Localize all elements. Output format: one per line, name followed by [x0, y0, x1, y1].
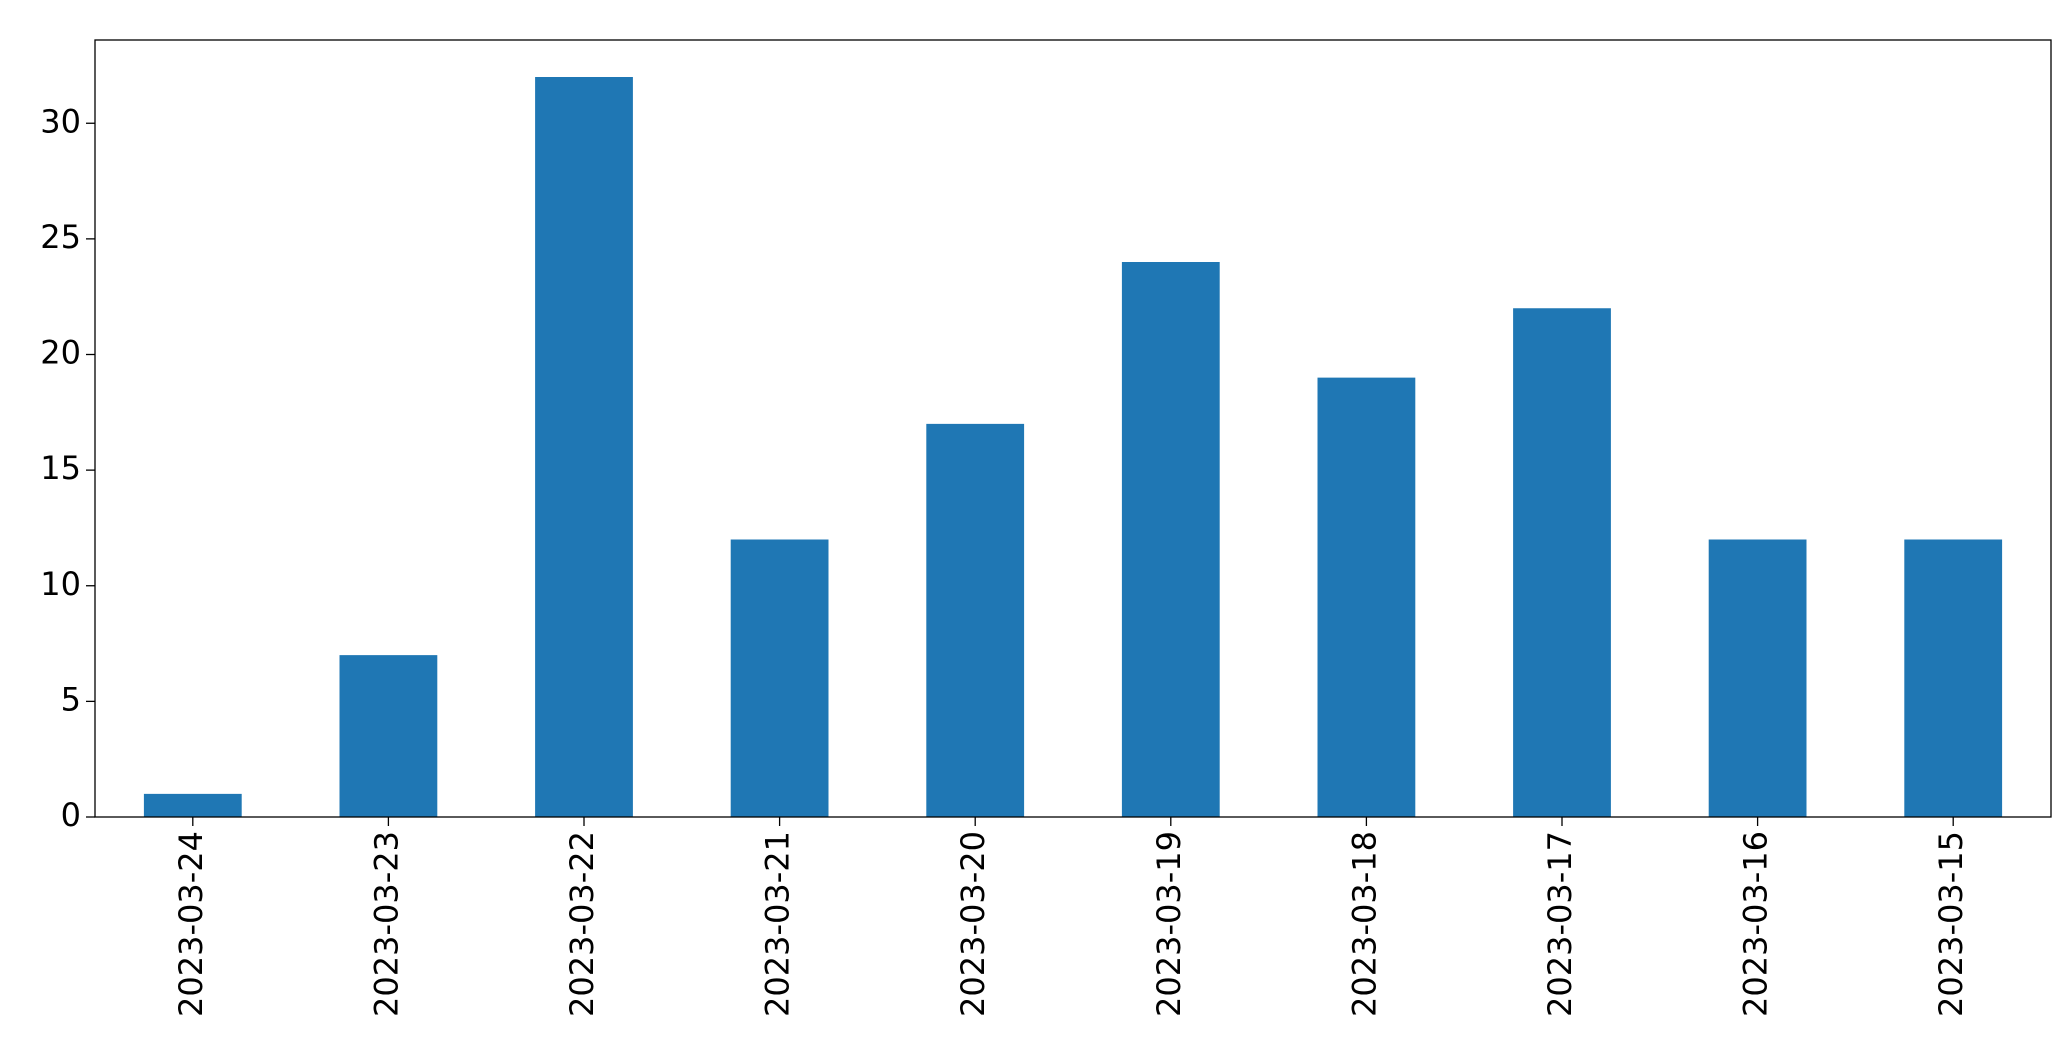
bar — [1708, 539, 1807, 817]
y-tick-label: 20 — [40, 334, 81, 372]
plot-frame — [94, 39, 2052, 818]
x-tick-label: 2023-03-23 — [367, 831, 405, 1017]
y-tick-label: 0 — [61, 796, 81, 834]
x-tick-label: 2023-03-20 — [954, 831, 992, 1017]
x-tick-label: 2023-03-21 — [759, 831, 797, 1017]
x-tick-label: 2023-03-22 — [563, 831, 601, 1017]
y-tick-label: 15 — [40, 449, 81, 487]
y-tick-label: 25 — [40, 218, 81, 256]
bar — [143, 793, 242, 817]
y-tick-label: 10 — [40, 565, 81, 603]
bar — [535, 77, 633, 817]
bar — [1904, 539, 2003, 817]
bar — [1513, 308, 1611, 817]
bar — [1121, 262, 1220, 817]
y-tick-label: 5 — [61, 680, 81, 718]
bar — [339, 655, 438, 817]
x-tick-label: 2023-03-19 — [1150, 831, 1188, 1017]
x-tick-label: 2023-03-18 — [1345, 831, 1383, 1017]
bar — [730, 539, 829, 817]
x-tick-label: 2023-03-24 — [172, 831, 210, 1017]
y-tick-label: 30 — [40, 102, 81, 140]
x-tick-label: 2023-03-16 — [1737, 831, 1775, 1017]
x-tick-label: 2023-03-15 — [1932, 831, 1970, 1017]
bar — [1317, 377, 1416, 817]
bar — [926, 423, 1025, 817]
x-tick-label: 2023-03-17 — [1541, 831, 1579, 1017]
